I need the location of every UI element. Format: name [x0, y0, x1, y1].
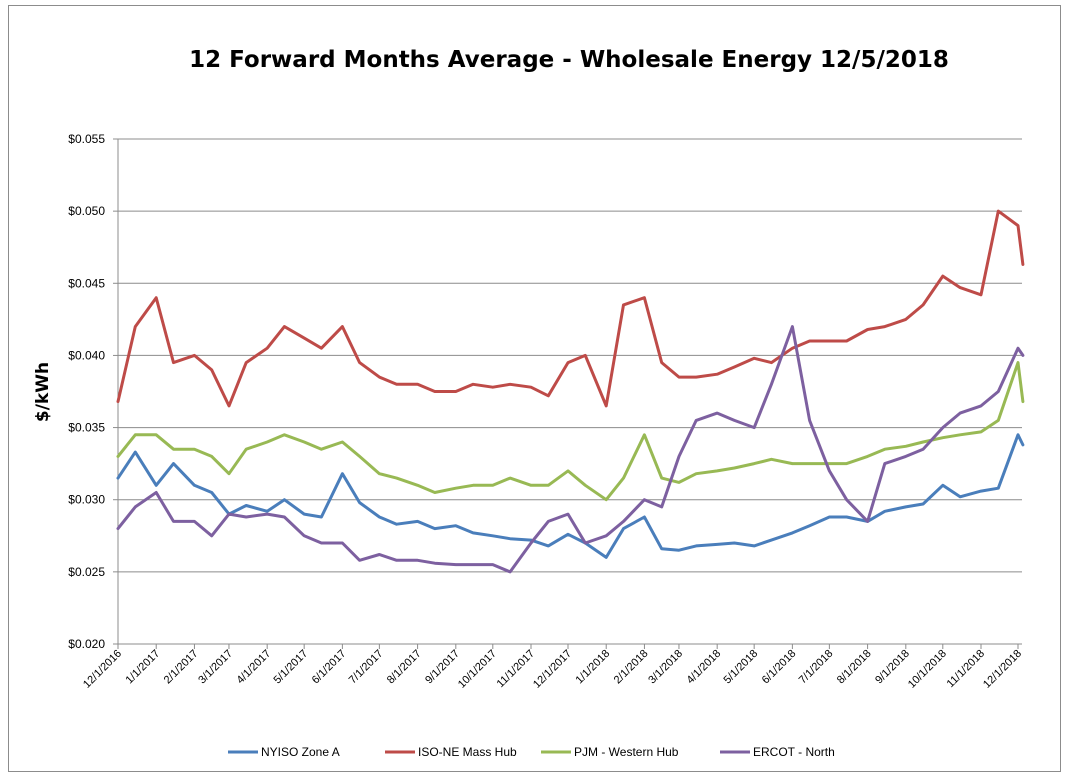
y-tick-label: $0.025 [68, 565, 105, 579]
legend-label: NYISO Zone A [261, 745, 340, 759]
x-tick-label: 12/1/2018 [981, 648, 1024, 691]
x-tick-label: 6/1/2018 [760, 648, 799, 687]
y-tick-label: $0.035 [68, 421, 105, 435]
y-tick-label: $0.055 [68, 132, 105, 146]
x-tick-label: 4/1/2018 [685, 648, 724, 687]
legend-item-ercot-north: ERCOT - North [720, 745, 835, 759]
x-tick-label: 12/1/2017 [531, 648, 574, 691]
y-tick-label: $0.030 [68, 493, 105, 507]
x-tick-label: 3/1/2017 [196, 648, 235, 687]
x-tick-label: 7/1/2018 [797, 648, 836, 687]
x-tick-label: 11/1/2018 [945, 648, 988, 691]
series-line-ercot-north [116, 325, 1025, 574]
x-tick-label: 6/1/2017 [310, 648, 349, 687]
x-tick-label: 1/1/2017 [124, 648, 163, 687]
x-tick-label: 3/1/2018 [646, 648, 685, 687]
series-line-pjm-western-hub [116, 361, 1025, 502]
y-tick-label: $0.045 [68, 276, 105, 290]
x-tick-label: 5/1/2017 [272, 648, 311, 687]
legend-label: ISO-NE Mass Hub [418, 745, 517, 759]
x-tick-label: 8/1/2017 [385, 648, 424, 687]
x-tick-label: 2/1/2018 [612, 648, 651, 687]
x-tick-label: 10/1/2017 [456, 648, 499, 691]
y-tick-label: $0.040 [68, 348, 105, 362]
gridlines [117, 138, 1022, 645]
legend-label: PJM - Western Hub [574, 745, 679, 759]
legend-item-nyiso-zone-a: NYISO Zone A [228, 745, 340, 759]
y-tick-label: $0.050 [68, 204, 105, 218]
x-tick-label: 11/1/2017 [495, 648, 538, 691]
series-lines [116, 209, 1025, 574]
x-tick-label: 7/1/2017 [347, 648, 386, 687]
legend-item-iso-ne-mass-hub: ISO-NE Mass Hub [385, 745, 517, 759]
legend-item-pjm-western-hub: PJM - Western Hub [541, 745, 679, 759]
x-tick-label: 8/1/2018 [835, 648, 874, 687]
x-tick-label: 5/1/2018 [722, 648, 761, 687]
x-tick-label: 10/1/2018 [906, 648, 949, 691]
x-tick-label: 4/1/2017 [235, 648, 274, 687]
y-axis-label: $/kWh [33, 362, 53, 422]
y-tick-label: $0.020 [68, 637, 105, 651]
x-tick-label: 2/1/2017 [162, 648, 201, 687]
x-tick-label: 1/1/2018 [574, 648, 613, 687]
x-tick-label: 12/1/2016 [81, 648, 124, 691]
chart-title: 12 Forward Months Average - Wholesale En… [189, 47, 949, 73]
legend: NYISO Zone A ISO-NE Mass Hub PJM - Western… [228, 745, 835, 759]
series-line-nyiso-zone-a [116, 433, 1025, 559]
series-line-iso-ne-mass-hub [116, 209, 1025, 408]
legend-label: ERCOT - North [753, 745, 835, 759]
y-axis-ticks: $0.020 $0.025 $0.030 $0.035 $0.040 $0.045 $0.0… [68, 132, 118, 651]
